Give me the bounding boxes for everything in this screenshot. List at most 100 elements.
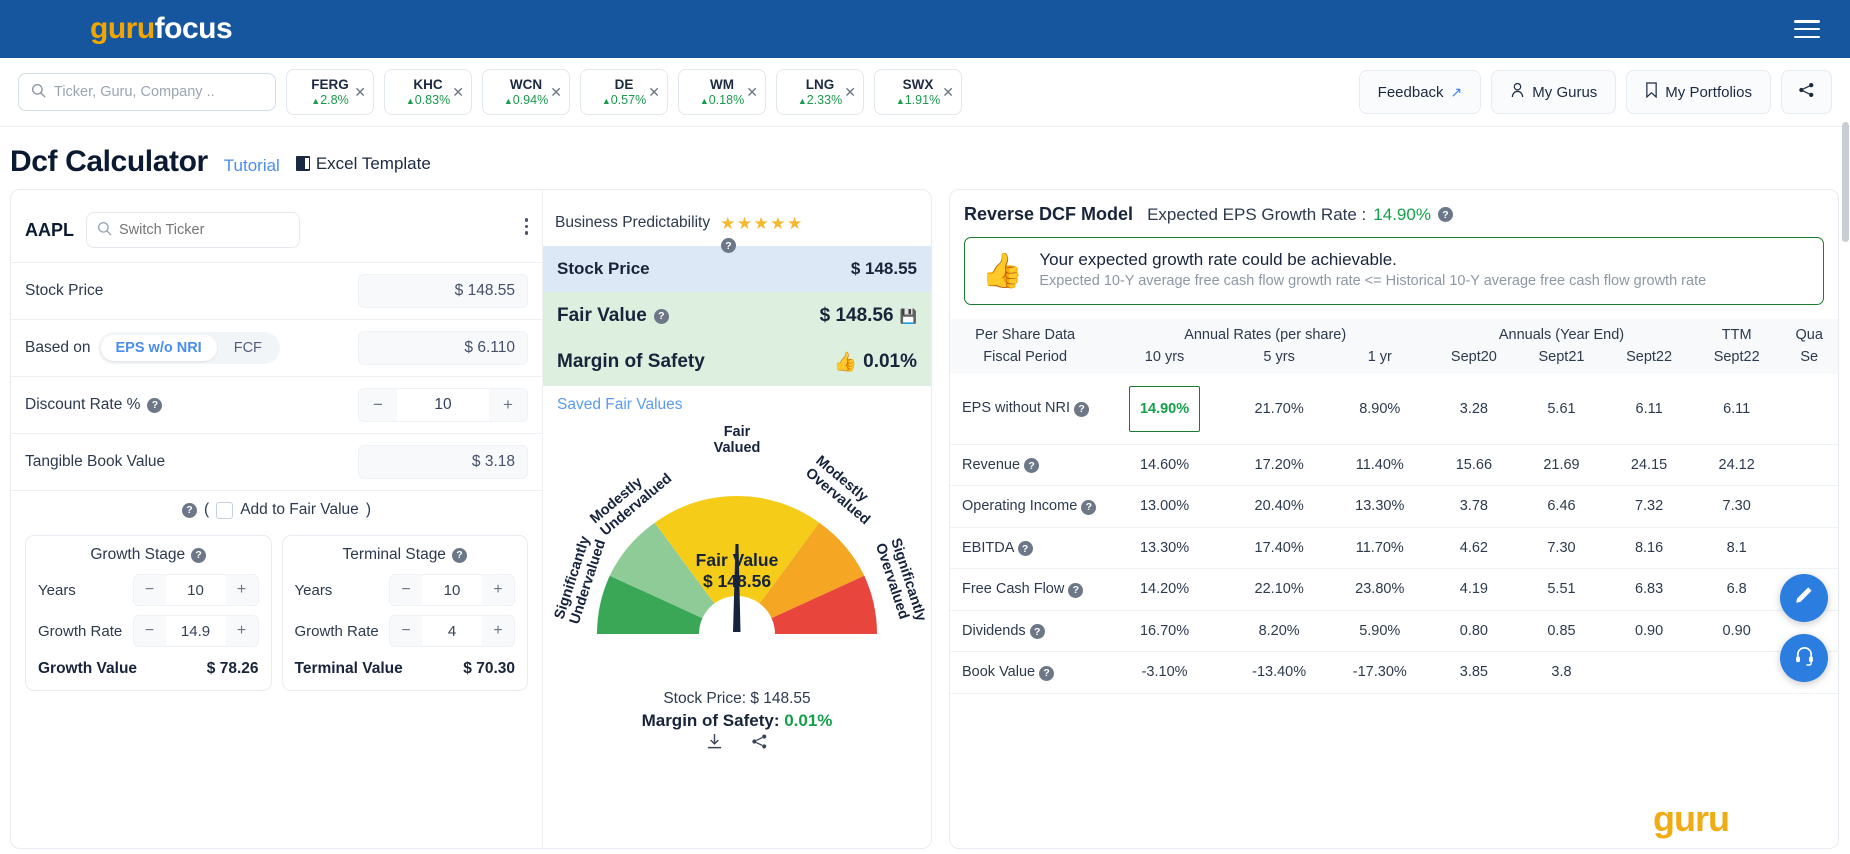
switch-ticker-input[interactable] <box>119 222 289 238</box>
growth-years-value[interactable]: 10 <box>165 581 226 599</box>
gurufocus-watermark: gurufocus <box>1653 798 1821 840</box>
saved-fair-values-link[interactable]: Saved Fair Values <box>557 396 683 413</box>
help-icon[interactable]: ? <box>1437 207 1453 222</box>
pencil-icon <box>1794 585 1814 611</box>
ticker-close-icon[interactable]: ✕ <box>452 84 464 100</box>
ticker-close-icon[interactable]: ✕ <box>746 84 758 100</box>
page-scrollbar[interactable] <box>1842 122 1849 242</box>
group-header-quarterly: Qua <box>1780 318 1838 346</box>
growth-years-increment[interactable]: + <box>225 575 258 605</box>
search-input[interactable] <box>54 84 263 100</box>
share-button[interactable] <box>1781 70 1832 114</box>
discount-rate-decrement[interactable]: − <box>359 389 397 421</box>
user-icon <box>1510 82 1525 102</box>
growth-rate-increment[interactable]: + <box>225 616 258 646</box>
help-icon[interactable]: ? <box>147 397 163 413</box>
add-to-fair-value-checkbox[interactable] <box>216 501 234 519</box>
help-icon[interactable]: ? <box>1029 624 1045 640</box>
gauge-center-value: $ 148.56 <box>703 571 771 591</box>
help-icon[interactable]: ? <box>1024 458 1040 474</box>
help-icon[interactable]: ? <box>1068 582 1084 598</box>
global-search-box[interactable] <box>18 73 276 111</box>
my-portfolios-button[interactable]: My Portfolios <box>1626 70 1771 114</box>
tutorial-link[interactable]: Tutorial <box>223 156 280 175</box>
summary-margin-group: 👍 0.01% <box>833 350 917 374</box>
growth-years-decrement[interactable]: − <box>133 575 166 605</box>
tangible-book-value: $ 3.18 <box>358 445 528 479</box>
ticker-close-icon[interactable]: ✕ <box>648 84 660 100</box>
based-on-eps-option[interactable]: EPS w/o NRI <box>100 335 217 361</box>
row-label-dividends: Dividends ? <box>950 610 1101 653</box>
financial-data-table: Per Share Data Annual Rates (per share) … <box>950 318 1838 694</box>
terminal-rate-increment[interactable]: + <box>482 616 514 646</box>
growth-years-stepper[interactable]: − 10 + <box>132 574 259 606</box>
ticker-close-icon[interactable]: ✕ <box>844 84 856 100</box>
gauge-footer-margin-value: 0.01% <box>784 711 833 730</box>
cell-fcf-sept20: 4.19 <box>1430 568 1518 611</box>
ticker-chip[interactable]: DE ▲0.57% ✕ <box>580 69 668 115</box>
column-header-5yrs: 5 yrs <box>1228 345 1330 374</box>
excel-template-link[interactable]: Excel Template <box>295 154 431 174</box>
help-icon[interactable]: ? <box>182 502 198 518</box>
ticker-close-icon[interactable]: ✕ <box>550 84 562 100</box>
ticker-close-icon[interactable]: ✕ <box>354 84 366 100</box>
column-header-sept20: Sept20 <box>1430 345 1518 374</box>
hamburger-menu-icon[interactable] <box>1794 20 1820 38</box>
cell-revenue-5yrs: 17.20% <box>1228 444 1330 487</box>
terminal-years-increment[interactable]: + <box>482 575 514 605</box>
growth-value-label: Growth Value <box>38 660 138 677</box>
help-icon[interactable]: ? <box>1017 541 1033 557</box>
growth-rate-value[interactable]: 14.9 <box>165 622 226 640</box>
summary-fair-value-value: $ 148.56 <box>819 305 894 326</box>
help-icon[interactable]: ? <box>1074 401 1090 417</box>
terminal-rate-value[interactable]: 4 <box>422 622 482 640</box>
download-icon[interactable] <box>706 733 723 754</box>
growth-rate-decrement[interactable]: − <box>133 616 166 646</box>
growth-rate-stepper[interactable]: − 14.9 + <box>132 615 259 647</box>
cell-revenue-1yr: 11.40% <box>1329 444 1431 487</box>
discount-rate-value[interactable]: 10 <box>397 396 489 414</box>
more-options-icon[interactable] <box>524 218 528 235</box>
based-on-toggle[interactable]: EPS w/o NRI FCF <box>97 332 280 364</box>
terminal-years-value[interactable]: 10 <box>422 581 482 599</box>
ticker-change: ▲0.57% <box>601 92 647 107</box>
edit-fab-button[interactable] <box>1780 574 1828 622</box>
terminal-years-decrement[interactable]: − <box>390 575 422 605</box>
ticker-close-icon[interactable]: ✕ <box>942 84 954 100</box>
help-icon[interactable]: ? <box>1081 499 1097 515</box>
ticker-chip[interactable]: SWX ▲1.91% ✕ <box>874 69 962 115</box>
support-fab-button[interactable] <box>1780 634 1828 682</box>
help-icon[interactable]: ? <box>451 547 467 563</box>
terminal-years-stepper[interactable]: − 10 + <box>389 574 515 606</box>
group-header-annuals: Annuals (Year End) <box>1430 318 1693 346</box>
cell-fcf-sept22: 6.83 <box>1605 568 1693 611</box>
based-on-fcf-option[interactable]: FCF <box>233 340 262 356</box>
page-header: Dcf Calculator Tutorial Excel Template <box>0 127 1850 189</box>
terminal-rate-stepper[interactable]: − 4 + <box>389 615 515 647</box>
save-icon[interactable]: 💾 <box>899 307 917 324</box>
growth-years-label: Years <box>38 581 76 599</box>
help-icon[interactable]: ? <box>191 547 207 563</box>
ticker-chip[interactable]: WCN ▲0.94% ✕ <box>482 69 570 115</box>
share-icon[interactable] <box>751 733 768 754</box>
my-gurus-button[interactable]: My Gurus <box>1491 70 1617 114</box>
ticker-change: ▲1.91% <box>895 92 941 107</box>
ticker-chip[interactable]: KHC ▲0.83% ✕ <box>384 69 472 115</box>
cell-div-1yr: 5.90% <box>1329 610 1431 653</box>
cell-bv-10yrs: -3.10% <box>1100 651 1229 694</box>
switch-ticker-box[interactable] <box>86 212 300 248</box>
terminal-rate-decrement[interactable]: − <box>390 616 422 646</box>
cell-opinc-1yr: 13.30% <box>1329 485 1431 528</box>
discount-rate-increment[interactable]: + <box>489 389 527 421</box>
help-icon[interactable]: ? <box>653 308 669 324</box>
ticker-chip[interactable]: LNG ▲2.33% ✕ <box>776 69 864 115</box>
cell-opinc-sept20: 3.78 <box>1430 485 1518 528</box>
help-icon[interactable]: ? <box>721 238 736 253</box>
feedback-button[interactable]: Feedback ↗ <box>1358 70 1482 114</box>
gurufocus-logo[interactable]: gurufocus <box>90 12 233 46</box>
ticker-chip[interactable]: FERG ▲2.8% ✕ <box>286 69 374 115</box>
discount-rate-stepper[interactable]: − 10 + <box>358 388 528 422</box>
ticker-chip[interactable]: WM ▲0.18% ✕ <box>678 69 766 115</box>
summary-margin-band: Margin of Safety 👍 0.01% <box>543 340 931 386</box>
help-icon[interactable]: ? <box>1039 665 1055 681</box>
